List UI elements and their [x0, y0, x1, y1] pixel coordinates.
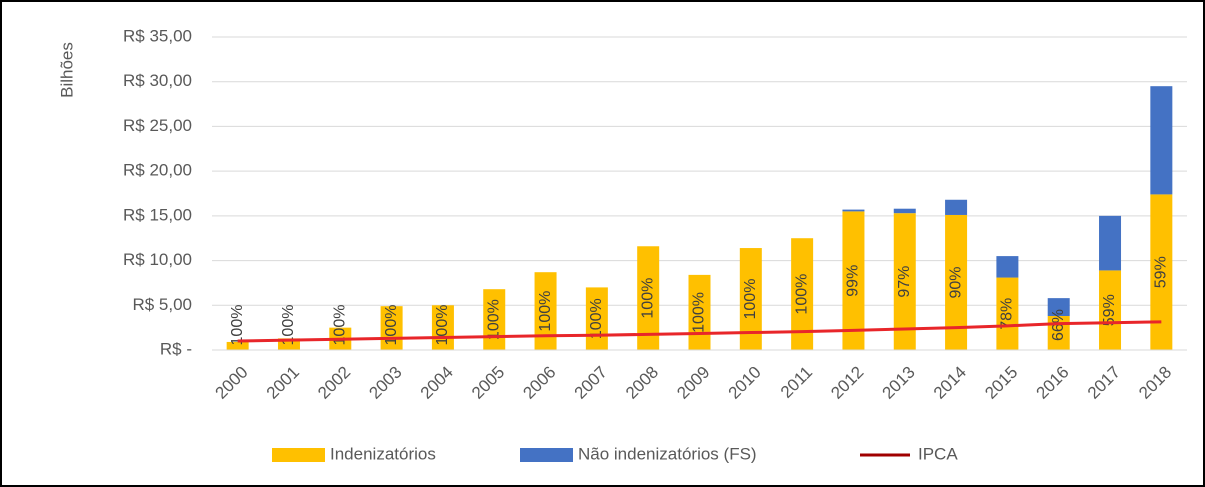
y-tick-label: R$ 30,00	[123, 71, 192, 90]
data-label: 99%	[845, 265, 862, 297]
legend-label: Não indenizatórios (FS)	[578, 444, 757, 463]
legend-label: IPCA	[918, 444, 958, 463]
bar-segment	[1047, 298, 1070, 317]
bar-segment	[945, 214, 968, 350]
bar-segment	[893, 208, 916, 214]
data-label: 100%	[742, 279, 759, 320]
bar-segment	[1099, 270, 1122, 350]
data-label: 100%	[537, 291, 554, 332]
data-label: 78%	[999, 298, 1016, 330]
data-label: 100%	[639, 278, 656, 319]
legend-label: Indenizatórios	[330, 444, 436, 463]
bar-segment	[1150, 86, 1173, 195]
data-label: 100%	[588, 298, 605, 339]
bar-segment	[996, 256, 1019, 278]
data-label: 90%	[947, 266, 964, 298]
bar-segment	[945, 199, 968, 215]
data-label: 100%	[691, 292, 708, 333]
y-tick-label: R$ 10,00	[123, 250, 192, 269]
y-tick-label: R$ -	[160, 339, 192, 358]
y-tick-label: R$ 5,00	[132, 295, 192, 314]
line-series	[237, 320, 1162, 343]
data-label: 59%	[1153, 256, 1170, 288]
bar-segment	[893, 213, 916, 350]
data-label: 100%	[434, 305, 451, 346]
bar-segment	[739, 248, 762, 350]
legend-swatch	[520, 448, 573, 462]
bar-segment	[688, 274, 711, 350]
y-axis-label: Bilhões	[57, 42, 76, 98]
bar-segment	[842, 211, 865, 350]
bar-segment	[791, 238, 814, 350]
y-tick-label: R$ 25,00	[123, 116, 192, 135]
y-tick-label: R$ 20,00	[123, 161, 192, 180]
data-label: 100%	[485, 299, 502, 340]
bar-segment	[1150, 194, 1173, 350]
bar-segment	[226, 341, 249, 350]
y-tick-label: R$ 15,00	[123, 205, 192, 224]
data-label: 59%	[1101, 294, 1118, 326]
legend-swatch	[272, 448, 325, 462]
y-tick-label: R$ 35,00	[123, 26, 192, 45]
bar-segment	[1099, 215, 1122, 271]
bar-segment	[637, 246, 660, 350]
data-label: 97%	[896, 266, 913, 298]
data-label: 100%	[793, 274, 810, 315]
bar-segment	[534, 272, 557, 350]
bar-segment	[277, 338, 300, 350]
bar-segment	[996, 277, 1019, 350]
bar-segment	[842, 209, 865, 212]
data-label: 100%	[280, 305, 297, 346]
data-label: 100%	[383, 305, 400, 346]
bar-segment	[483, 289, 506, 350]
data-label: 100%	[332, 305, 349, 346]
data-label: 100%	[229, 305, 246, 346]
